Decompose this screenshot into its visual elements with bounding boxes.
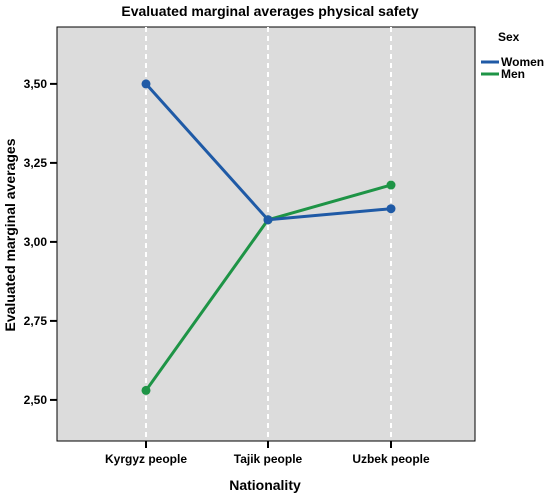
y-tick-label-0: 2,50	[24, 393, 48, 407]
plot-area	[56, 26, 476, 442]
data-point-men-2	[386, 180, 396, 190]
chart-title: Evaluated marginal averages physical saf…	[121, 3, 418, 19]
x-tick-label-0: Kyrgyz people	[105, 452, 187, 466]
data-point-women-2	[386, 204, 396, 214]
y-axis: 2,50 2,75 3,00 3,25 3,50	[24, 77, 57, 407]
grid-lines	[145, 27, 392, 441]
y-tick-label-4: 3,50	[24, 77, 48, 91]
legend-label-men: Men	[501, 67, 525, 81]
x-tick-label-1: Tajik people	[234, 452, 303, 466]
data-point-women-1	[263, 215, 273, 225]
data-point-men-0	[141, 385, 151, 395]
legend-label-women: Women	[501, 55, 544, 69]
y-tick-label-1: 2,75	[24, 314, 48, 328]
y-tick-label-3: 3,25	[24, 156, 48, 170]
legend-title: Sex	[498, 30, 520, 44]
data-point-women-0	[141, 79, 151, 89]
x-axis-title: Nationality	[229, 477, 301, 493]
y-tick-label-2: 3,00	[24, 235, 48, 249]
x-tick-label-2: Uzbek people	[352, 452, 430, 466]
y-axis-title: Evaluated marginal averages	[2, 138, 18, 331]
series-layer	[141, 79, 396, 395]
x-axis: Kyrgyz people Tajik people Uzbek people	[105, 441, 430, 466]
